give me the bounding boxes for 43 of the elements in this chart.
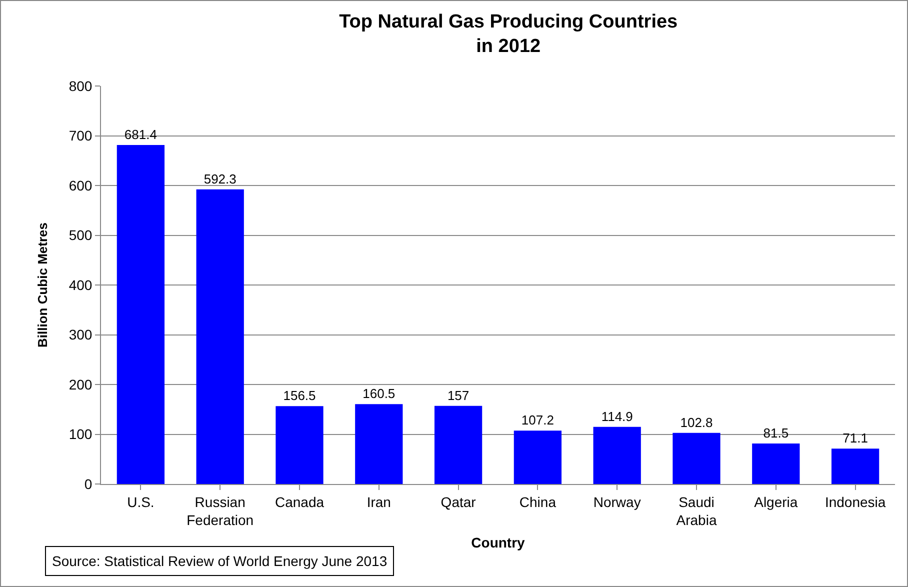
y-tick-label: 700 [68,128,92,144]
bar [514,430,562,484]
bar [196,189,244,484]
data-label: 681.4 [124,127,157,142]
x-axis-title: Country [471,534,526,550]
data-label: 157 [447,388,470,403]
data-label: 107.2 [521,412,554,428]
data-label: 156.5 [283,388,316,404]
y-tick-label: 800 [68,78,92,94]
y-tick-label: 400 [68,276,92,293]
y-axis-title: Billion Cubic Metres [34,222,50,348]
y-tick-label: 500 [68,227,92,244]
x-tick-label: Iran [366,494,391,510]
x-tick-label: U.S. [127,494,154,510]
bar [355,404,403,484]
data-label: 102.8 [680,414,713,430]
bar [434,406,482,484]
y-tick-label: 100 [68,426,92,442]
bar [752,443,800,484]
data-label: 114.9 [601,408,633,424]
source-note: Source: Statistical Review of World Energy June 2013 [52,553,388,569]
data-label: 160.5 [362,386,396,402]
data-label: 71.1 [842,430,868,446]
x-tick-label: Canada [274,494,324,510]
chart-title: Top Natural Gas Producing Countries in 2012 [339,11,678,58]
x-tick-label: Saudi Arabia [676,494,717,528]
x-tick-label: Qatar [440,494,476,510]
data-label: 592.3 [204,171,236,186]
x-tick-label: China [519,494,556,510]
bar [593,426,641,484]
y-tick-label: 0 [84,476,92,492]
y-tick-label: 300 [68,326,92,343]
y-tick-label: 600 [68,177,92,194]
bar [672,432,720,484]
x-tick-label: Norway [593,494,641,510]
bar [116,145,165,484]
x-tick-label: Algeria [754,494,798,510]
x-tick-label: Russian Federation [186,494,254,528]
data-label: 81.5 [763,425,789,440]
y-tick-label: 200 [68,376,92,392]
bar [276,406,324,484]
bar [831,448,880,484]
x-tick-label: Indonesia [824,494,886,510]
